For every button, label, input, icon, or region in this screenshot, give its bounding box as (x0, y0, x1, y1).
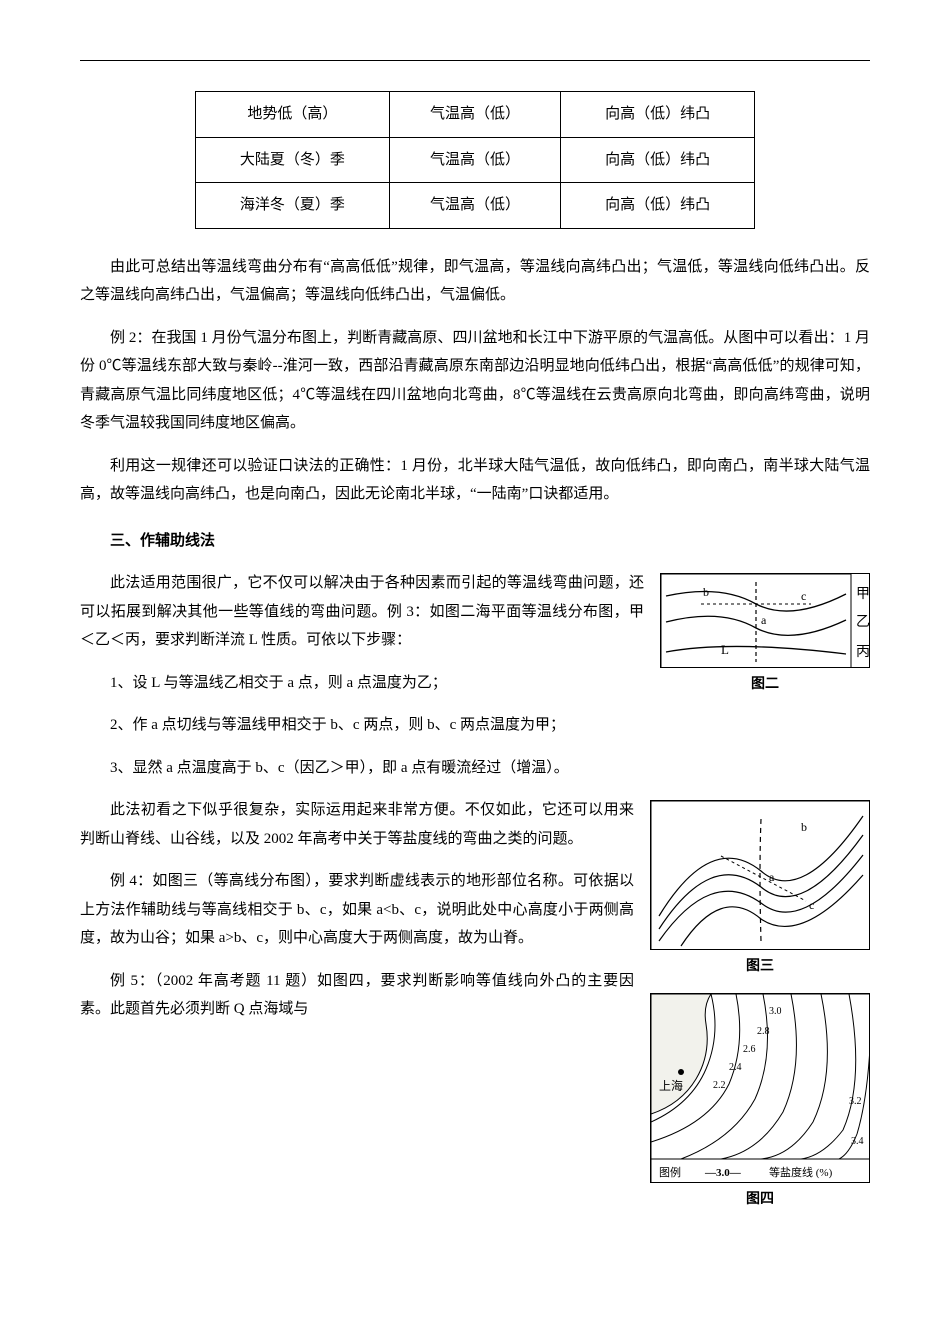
val: 2.4 (729, 1062, 742, 1073)
label-bing: 丙 (856, 645, 870, 660)
cell: 大陆夏（冬）季 (196, 137, 390, 183)
label-c: c (801, 589, 806, 603)
figure-2-caption: 图二 (660, 672, 870, 699)
cell: 气温高（低） (389, 183, 560, 229)
label-b: b (703, 585, 709, 599)
step: 3、显然 a 点温度高于 b、c（因乙＞甲），即 a 点有暖流经过（增温）。 (80, 754, 870, 783)
figure-2: b c a L 甲 乙 丙 图二 (660, 573, 870, 699)
top-rule (80, 60, 870, 61)
cell: 气温高（低） (389, 137, 560, 183)
cell: 向高（低）纬凸 (561, 137, 755, 183)
val: 3.4 (851, 1136, 864, 1147)
label-b: b (801, 820, 807, 834)
figure-4-caption: 图四 (650, 1187, 870, 1214)
label-yi: 乙 (856, 614, 870, 630)
label-shanghai: 上海 (659, 1078, 683, 1093)
label-a: a (761, 613, 767, 627)
figure-3-caption: 图三 (650, 954, 870, 981)
figure-2-svg: b c a L 甲 乙 丙 (660, 573, 870, 668)
rules-table: 地势低（高） 气温高（低） 向高（低）纬凸 大陆夏（冬）季 气温高（低） 向高（… (195, 91, 755, 229)
cell: 气温高（低） (389, 92, 560, 138)
legend-left: 图例 (659, 1165, 681, 1179)
table-row: 海洋冬（夏）季 气温高（低） 向高（低）纬凸 (196, 183, 755, 229)
paragraph: 由此可总结出等温线弯曲分布有“高高低低”规律，即气温高，等温线向高纬凸出；气温低… (80, 253, 870, 310)
val: 2.2 (713, 1080, 726, 1091)
paragraph: 例 2：在我国 1 月份气温分布图上，判断青藏高原、四川盆地和长江中下游平原的气… (80, 324, 870, 438)
figure-4: 上海 3.0 2.8 2.6 2.4 2.2 3.2 3.4 图例 —3.0— … (650, 993, 870, 1214)
label-a: a (769, 870, 775, 884)
val: 2.6 (743, 1044, 756, 1055)
table-row: 地势低（高） 气温高（低） 向高（低）纬凸 (196, 92, 755, 138)
figure-3-svg: b a c (650, 800, 870, 950)
cell: 向高（低）纬凸 (561, 183, 755, 229)
legend-right: 等盐度线 (%) (769, 1165, 833, 1179)
figure-4-svg: 上海 3.0 2.8 2.6 2.4 2.2 3.2 3.4 图例 —3.0— … (650, 993, 870, 1183)
label-c: c (809, 898, 814, 912)
paragraph: 利用这一规律还可以验证口诀法的正确性：1 月份，北半球大陆气温低，故向低纬凸，即… (80, 452, 870, 509)
val: 3.2 (849, 1096, 862, 1107)
table-row: 大陆夏（冬）季 气温高（低） 向高（低）纬凸 (196, 137, 755, 183)
val: 3.0 (769, 1006, 782, 1017)
cell: 海洋冬（夏）季 (196, 183, 390, 229)
figure-3: b a c 图三 (650, 800, 870, 981)
cell: 向高（低）纬凸 (561, 92, 755, 138)
step: 2、作 a 点切线与等温线甲相交于 b、c 两点，则 b、c 两点温度为甲； (80, 711, 870, 740)
val: 2.8 (757, 1026, 770, 1037)
cell: 地势低（高） (196, 92, 390, 138)
section-title: 三、作辅助线法 (80, 527, 870, 556)
label-L: L (721, 642, 729, 657)
legend-mid: —3.0— (704, 1167, 742, 1179)
label-jia: 甲 (856, 587, 870, 602)
